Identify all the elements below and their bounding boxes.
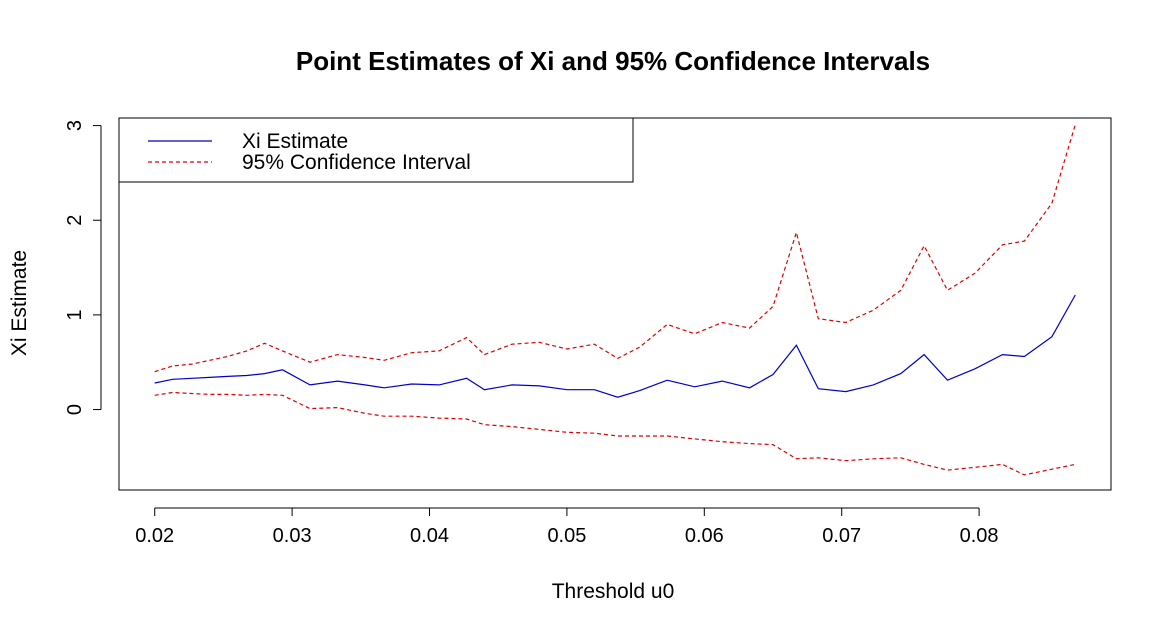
x-tick-label: 0.03 bbox=[273, 525, 312, 547]
y-axis-label: Xi Estimate bbox=[8, 250, 31, 356]
chart-title: Point Estimates of Xi and 95% Confidence… bbox=[296, 46, 930, 76]
y-axis: 0 1 2 3 bbox=[64, 120, 102, 415]
y-tick-label: 1 bbox=[64, 309, 86, 320]
series-line-lower bbox=[154, 391, 1076, 476]
legend: Xi Estimate 95% Confidence Interval bbox=[118, 117, 634, 183]
legend-box bbox=[118, 117, 634, 183]
x-tick-label: 0.08 bbox=[960, 525, 999, 547]
x-tick-label: 0.05 bbox=[547, 525, 586, 547]
y-tick-label: 2 bbox=[64, 215, 86, 226]
x-tick-label: 0.02 bbox=[135, 525, 174, 547]
y-tick-label: 3 bbox=[64, 120, 86, 131]
legend-label-xi-estimate: Xi Estimate bbox=[242, 130, 348, 153]
x-tick-label: 0.06 bbox=[685, 525, 724, 547]
x-axis: 0.02 0.03 0.04 0.05 0.06 0.07 0.08 bbox=[135, 507, 999, 547]
x-tick-label: 0.07 bbox=[822, 525, 861, 547]
legend-label-confidence-interval: 95% Confidence Interval bbox=[242, 151, 471, 174]
series-line-estimate bbox=[154, 294, 1076, 398]
x-tick-label: 0.04 bbox=[410, 525, 449, 547]
y-tick-label: 0 bbox=[64, 404, 86, 415]
x-axis-label: Threshold u0 bbox=[552, 580, 675, 603]
series-layer bbox=[154, 124, 1076, 476]
series-line-upper bbox=[154, 124, 1076, 373]
